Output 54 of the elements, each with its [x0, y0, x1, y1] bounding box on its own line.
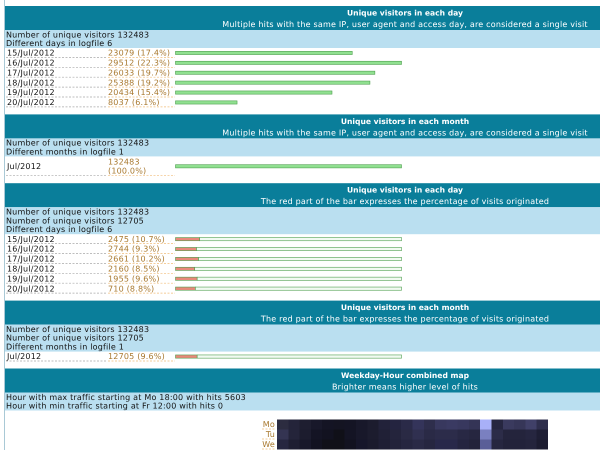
data-label: 23079 (17.4%) — [108, 48, 170, 58]
data-label: 710 (8.8%) — [108, 284, 154, 294]
bar — [175, 90, 332, 94]
data-label: 12705 (9.6%) — [108, 352, 165, 362]
data-label: 20434 (15.4%) — [108, 88, 170, 98]
text: Number of unique visitors 12705 — [6, 334, 144, 343]
data-label: 2475 (10.7%) — [108, 234, 165, 244]
y-tick-label: 19/Jul/2012 — [7, 88, 55, 98]
bar — [175, 70, 376, 75]
text: Different days in logfile 6 — [6, 39, 112, 48]
y-tick-label: 20/Jul/2012 — [7, 98, 55, 108]
data-label: 132483 (100.0%) — [108, 158, 146, 176]
text: Different months in logfile 1 — [6, 342, 124, 352]
chart-subtitle: Multiple hits with the same IP, user agent and access day, are considered a single visit — [222, 20, 588, 29]
category-label: We — [262, 440, 275, 449]
text: Number of unique visitors 132483 — [6, 30, 150, 40]
data-label: 2661 (10.2%) — [108, 254, 165, 264]
text: Different days in logfile 6 — [6, 225, 112, 234]
y-tick-label: 15/Jul/2012 — [7, 234, 55, 244]
data-label: 26033 (19.7%) — [108, 68, 170, 78]
data-label: 29512 (22.3%) — [108, 58, 170, 68]
data-label: 8037 (6.1%) — [108, 98, 160, 108]
y-tick-label: 15/Jul/2012 — [7, 48, 55, 58]
chart-subtitle: Multiple hits with the same IP, user agent and access day, are considered a single visit — [222, 128, 588, 138]
y-tick-label: 20/Jul/2012 — [7, 284, 55, 294]
text: Number of unique visitors 132483 — [6, 138, 150, 148]
data-label: 2744 (9.3%) — [108, 244, 160, 254]
y-tick-label: 16/Jul/2012 — [7, 58, 55, 68]
y-tick-label: 17/Jul/2012 — [7, 68, 55, 78]
y-tick-label: Jul/2012 — [6, 162, 42, 171]
chart-subtitle: The red part of the bar expresses the percentage of visits originated — [260, 314, 550, 324]
category-label: Mo — [262, 420, 275, 429]
data-label: 25388 (19.2%) — [108, 78, 170, 88]
text: Number of unique visitors 132483 — [6, 324, 150, 334]
y-tick-label: 16/Jul/2012 — [7, 244, 55, 254]
bar — [175, 51, 353, 55]
y-tick-label: 19/Jul/2012 — [7, 274, 55, 284]
category-label: Tu — [266, 430, 275, 439]
y-tick-label: Jul/2012 — [6, 352, 42, 362]
text: Number of unique visitors 132483 — [6, 208, 150, 216]
text: Hour with min traffic starting at Fr 12:00 with hits 0 — [6, 402, 224, 411]
text: Brighter means higher level of hits — [332, 382, 478, 392]
y-tick-label: 18/Jul/2012 — [7, 78, 55, 88]
y-tick-label: 18/Jul/2012 — [7, 264, 55, 274]
annotation: Hour with max traffic starting at Mo 18:00 with hits 5603 — [6, 392, 246, 402]
y-tick-label: 17/Jul/2012 — [7, 254, 55, 264]
text: Number of unique visitors 12705 — [6, 216, 144, 226]
chart-subtitle: The red part of the bar expresses the percentage of visits originated — [260, 197, 550, 206]
bar — [175, 60, 402, 65]
data-label: 1955 (9.6%) — [108, 274, 160, 284]
bar — [175, 100, 238, 104]
data-label: 2160 (8.5%) — [108, 264, 160, 274]
bar — [175, 80, 370, 85]
text: Different months in logfile 1 — [6, 148, 124, 156]
